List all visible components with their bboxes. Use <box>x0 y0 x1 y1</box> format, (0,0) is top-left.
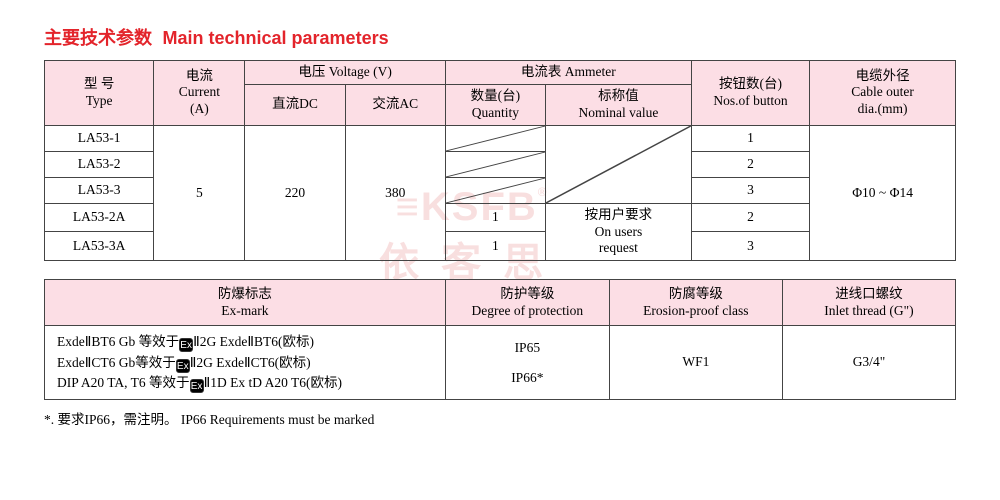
ex-icon: Ex <box>179 338 193 352</box>
cell-dc: 220 <box>245 125 345 261</box>
cell-cable: Φ10 ~ Φ14 <box>810 125 956 261</box>
hdr-ip: 防护等级 Degree of protection <box>445 280 609 326</box>
hdr-button: 按钮数(台) Nos.of button <box>691 61 809 126</box>
hdr-inlet: 进线口螺纹 Inlet thread (G") <box>782 280 955 326</box>
cell-bigslash <box>546 125 692 203</box>
title-en: Main technical parameters <box>163 28 389 48</box>
title-cn: 主要技术参数 <box>44 28 152 48</box>
hdr-dc: 直流DC <box>245 84 345 125</box>
cell-slash <box>445 177 545 203</box>
cell-current: 5 <box>154 125 245 261</box>
table-row: LA53-1 5 220 380 1 Φ10 ~ Φ14 <box>45 125 956 151</box>
cell-slash <box>445 151 545 177</box>
hdr-type: 型 号 Type <box>45 61 154 126</box>
cell-slash <box>445 125 545 151</box>
table-row: ExdeⅡBT6 Gb 等效于ExⅡ2G ExdeⅡBT6(欧标) ExdeⅡC… <box>45 326 956 400</box>
parameters-table: 型 号 Type 电流 Current (A) 电压 Voltage (V) 电… <box>44 60 956 261</box>
cell-ip: IP65 IP66* <box>445 326 609 400</box>
hdr-ac: 交流AC <box>345 84 445 125</box>
hdr-voltage: 电压 Voltage (V) <box>245 61 445 85</box>
cell-nominal: 按用户要求 On users request <box>546 203 692 261</box>
footnote: *. 要求IP66，需注明。 IP66 Requirements must be… <box>44 408 956 428</box>
ex-mark-table: 防爆标志 Ex-mark 防护等级 Degree of protection 防… <box>44 279 956 400</box>
hdr-current: 电流 Current (A) <box>154 61 245 126</box>
ex-icon: Ex <box>190 379 204 393</box>
hdr-exmark: 防爆标志 Ex-mark <box>45 280 446 326</box>
page-title: 主要技术参数 Main technical parameters <box>44 24 956 50</box>
hdr-erosion: 防腐等级 Erosion-proof class <box>609 280 782 326</box>
hdr-qty: 数量(台) Quantity <box>445 84 545 125</box>
hdr-nominal: 标称值 Nominal value <box>546 84 692 125</box>
ex-icon: Ex <box>176 359 190 373</box>
hdr-cable: 电缆外径 Cable outer dia.(mm) <box>810 61 956 126</box>
cell-ac: 380 <box>345 125 445 261</box>
cell-erosion: WF1 <box>609 326 782 400</box>
cell-exmark: ExdeⅡBT6 Gb 等效于ExⅡ2G ExdeⅡBT6(欧标) ExdeⅡC… <box>45 326 446 400</box>
cell-inlet: G3/4" <box>782 326 955 400</box>
hdr-ammeter: 电流表 Ammeter <box>445 61 691 85</box>
